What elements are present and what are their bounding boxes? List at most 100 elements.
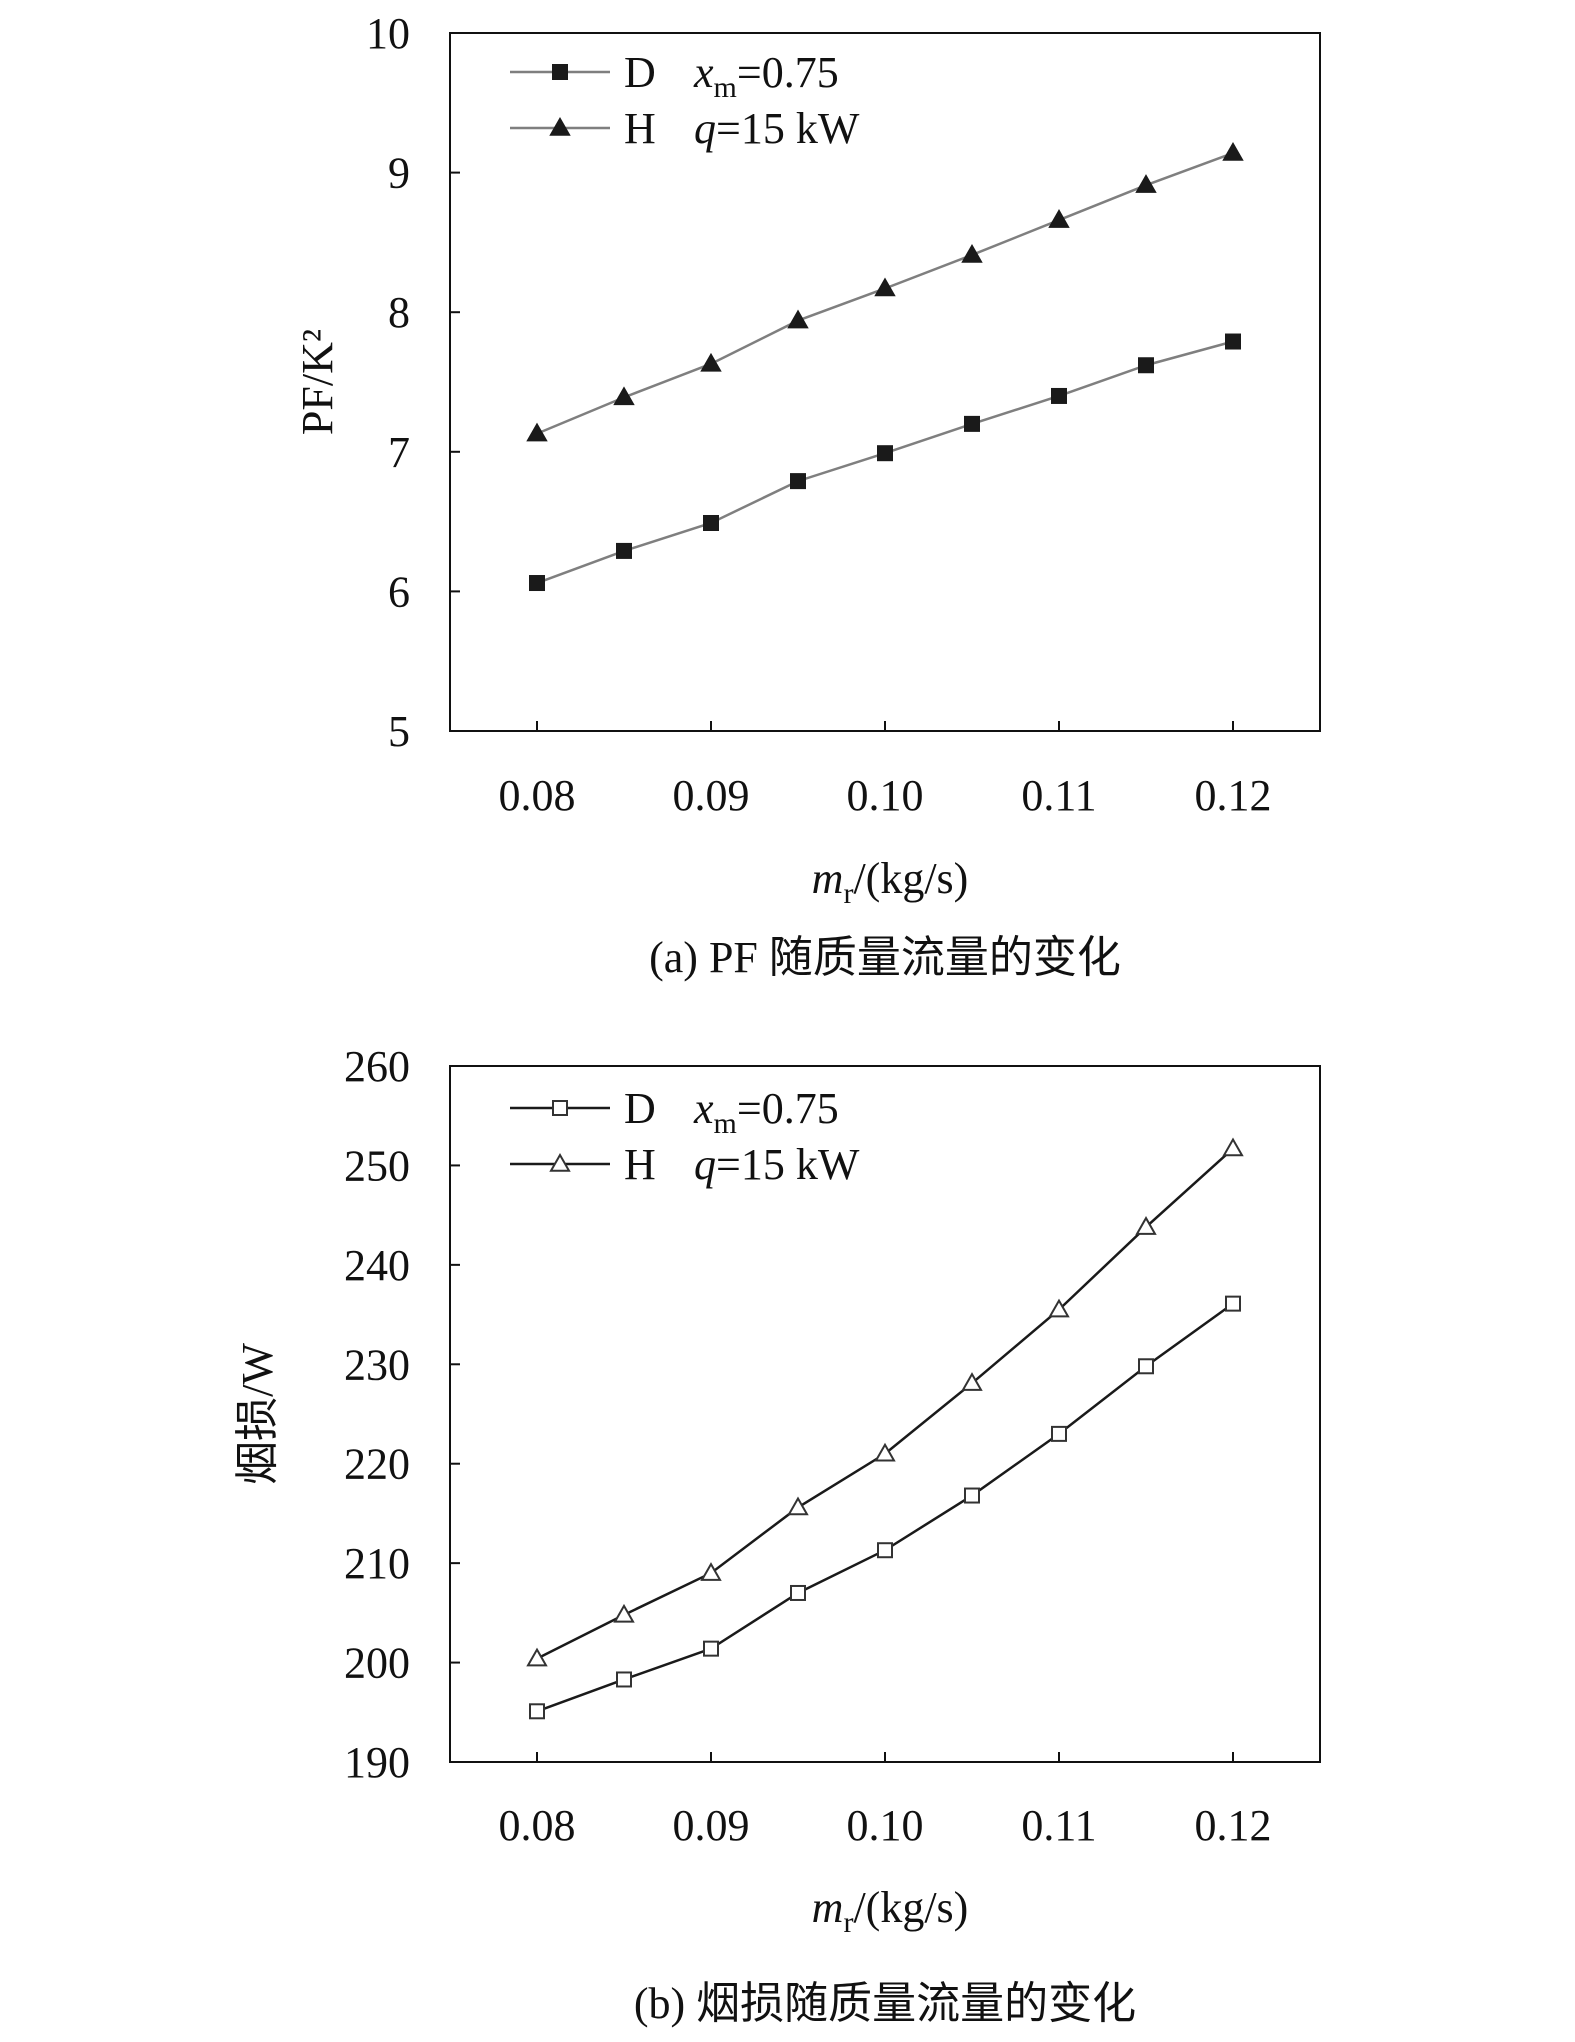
y-tick-label: 5 [388, 707, 410, 756]
legend-note: q=15 kW [694, 1140, 860, 1189]
x-tick-label: 0.09 [673, 771, 750, 820]
data-point [877, 1542, 893, 1559]
series-line [536, 1302, 1234, 1713]
data-point [1051, 387, 1067, 404]
legend-note-var: q [694, 104, 716, 153]
data-point [790, 1584, 806, 1601]
data-point [961, 243, 983, 263]
y-tick-label: 200 [344, 1639, 410, 1688]
series-line [536, 1147, 1234, 1660]
data-point [1138, 357, 1154, 374]
data-point [874, 1442, 896, 1462]
x-tick-label: 0.08 [499, 1801, 576, 1850]
y-tick-label: 250 [344, 1141, 410, 1190]
series-H [526, 1137, 1244, 1667]
x-tick-label: 0.10 [847, 771, 924, 820]
data-point [787, 309, 809, 329]
legend-note-var: q [694, 1140, 716, 1189]
figure-caption: (b) 烟损随质量流量的变化 [634, 1979, 1136, 2028]
plot-frame [449, 1065, 1321, 1763]
y-tick-label: 260 [344, 1042, 410, 1091]
y-tick-label: 220 [344, 1440, 410, 1489]
legend-note: q=15 kW [694, 104, 860, 153]
legend-note-rest: =15 kW [716, 104, 860, 153]
data-point [613, 386, 635, 406]
legend-note-rest: =0.75 [737, 48, 839, 97]
data-point [613, 1603, 635, 1623]
legend-marker [549, 116, 571, 136]
legend-label: D [624, 1084, 656, 1133]
legend-note-sub: m [714, 71, 737, 104]
legend-marker [552, 64, 568, 80]
x-axis-unit: /(kg/s) [853, 854, 968, 903]
legend-label: H [624, 104, 656, 153]
x-axis-var: m [812, 1883, 844, 1932]
x-axis-title: mr/(kg/s) [812, 854, 969, 910]
figure-caption: (a) PF 随质量流量的变化 [649, 933, 1121, 982]
data-point [529, 1703, 545, 1720]
x-axis-title: mr/(kg/s) [812, 1883, 969, 1939]
x-axis-unit: /(kg/s) [853, 1883, 968, 1932]
y-tick-label: 10 [366, 9, 410, 58]
data-point [964, 415, 980, 432]
data-point [877, 445, 893, 462]
data-point [874, 277, 896, 297]
data-point [529, 575, 545, 592]
y-axis-title: 烟损/W [233, 1343, 282, 1485]
x-axis-var: m [812, 854, 844, 903]
y-tick-label: 8 [388, 288, 410, 337]
data-point [700, 1562, 722, 1581]
y-tick-label: 6 [388, 567, 410, 616]
data-point [787, 1496, 809, 1516]
legend-label: D [624, 48, 656, 97]
legend-note-var: x [693, 1084, 714, 1133]
data-point [790, 473, 806, 490]
y-tick-label: 210 [344, 1539, 410, 1588]
legend-marker [549, 1152, 571, 1172]
x-tick-label: 0.08 [499, 771, 576, 820]
legend-note-sub: m [714, 1107, 737, 1140]
legend-note: xm=0.75 [693, 1084, 839, 1140]
data-point [1222, 142, 1244, 161]
chart-b: 190 200 210 220 230 240 250 260 0.08 0.09 0.10 0.11… [233, 1042, 1321, 2028]
data-point [703, 1640, 719, 1657]
legend-note-rest: =15 kW [716, 1140, 860, 1189]
plot-frame [449, 32, 1321, 732]
series-D [529, 1295, 1241, 1720]
legend-note: xm=0.75 [693, 48, 839, 104]
data-point [616, 1671, 632, 1688]
y-tick-label: 7 [388, 428, 410, 477]
x-axis-sub: r [843, 877, 853, 910]
data-point [961, 1372, 983, 1391]
legend-note-rest: =0.75 [737, 1084, 839, 1133]
y-tick-label: 190 [344, 1738, 410, 1787]
data-point [1135, 1216, 1157, 1235]
y-tick-label: 240 [344, 1241, 410, 1290]
data-point [526, 422, 548, 442]
data-point [1048, 1298, 1070, 1318]
y-axis-title: PF/K² [293, 329, 342, 435]
data-point [703, 514, 719, 531]
x-axis-sub: r [843, 1906, 853, 1939]
data-point [700, 352, 722, 372]
x-tick-label: 0.11 [1021, 771, 1096, 820]
data-point [1051, 1425, 1067, 1442]
data-point [526, 1647, 548, 1667]
legend-marker [552, 1100, 568, 1116]
x-tick-label: 0.12 [1195, 1801, 1272, 1850]
data-point [616, 542, 632, 559]
data-point [1225, 333, 1241, 350]
x-tick-label: 0.11 [1021, 1801, 1096, 1850]
x-tick-label: 0.10 [847, 1801, 924, 1850]
data-point [1225, 1295, 1241, 1312]
data-point [964, 1487, 980, 1504]
data-point [1048, 209, 1070, 228]
data-point [1222, 1137, 1244, 1157]
y-tick-label: 230 [344, 1340, 410, 1389]
x-tick-label: 0.09 [673, 1801, 750, 1850]
legend-note-var: x [693, 48, 714, 97]
